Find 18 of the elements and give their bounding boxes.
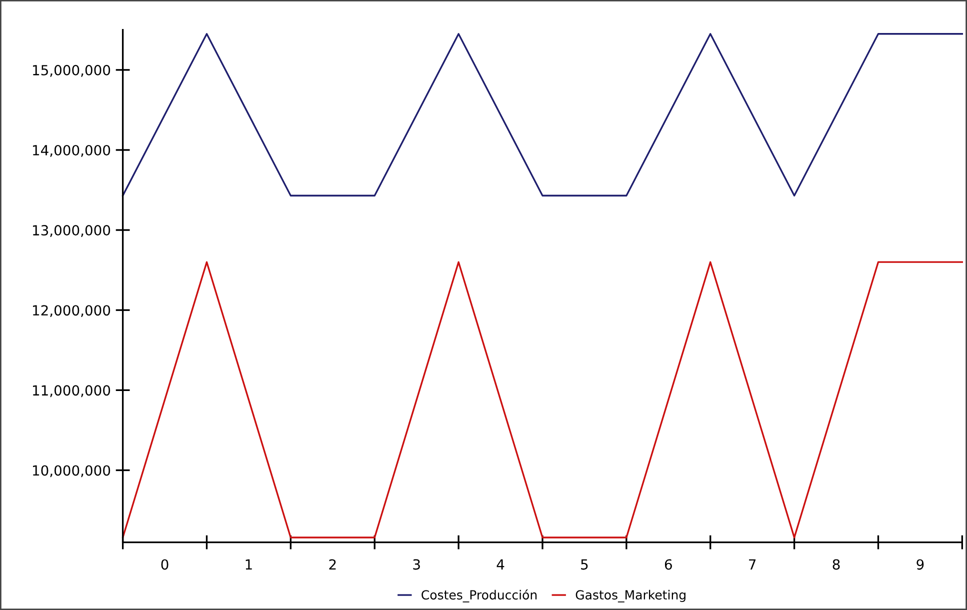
legend-label: Costes_Producción (422, 589, 537, 602)
x-tick-label: 7 (749, 559, 756, 570)
legend-label: Gastos_Marketing (576, 590, 686, 602)
y-tick-label: 15,000,000 (33, 64, 110, 77)
y-tick-label: 11,000,000 (33, 385, 110, 398)
x-tick-label: 5 (581, 559, 588, 570)
x-tick-label: 2 (329, 559, 336, 570)
y-tick-label: 10,000,000 (33, 465, 110, 478)
x-tick-label: 3 (413, 559, 420, 570)
x-tick-label: 0 (161, 559, 168, 570)
x-tick-label: 1 (246, 559, 252, 570)
x-tick-label: 9 (916, 559, 924, 570)
y-tick-label: 14,000,000 (33, 144, 110, 157)
x-tick-label: 4 (496, 559, 504, 570)
x-tick-label: 8 (832, 559, 840, 570)
y-tick-label: 13,000,000 (33, 225, 110, 237)
y-tick-label: 12,000,000 (33, 305, 110, 317)
x-tick-label: 6 (664, 559, 672, 570)
